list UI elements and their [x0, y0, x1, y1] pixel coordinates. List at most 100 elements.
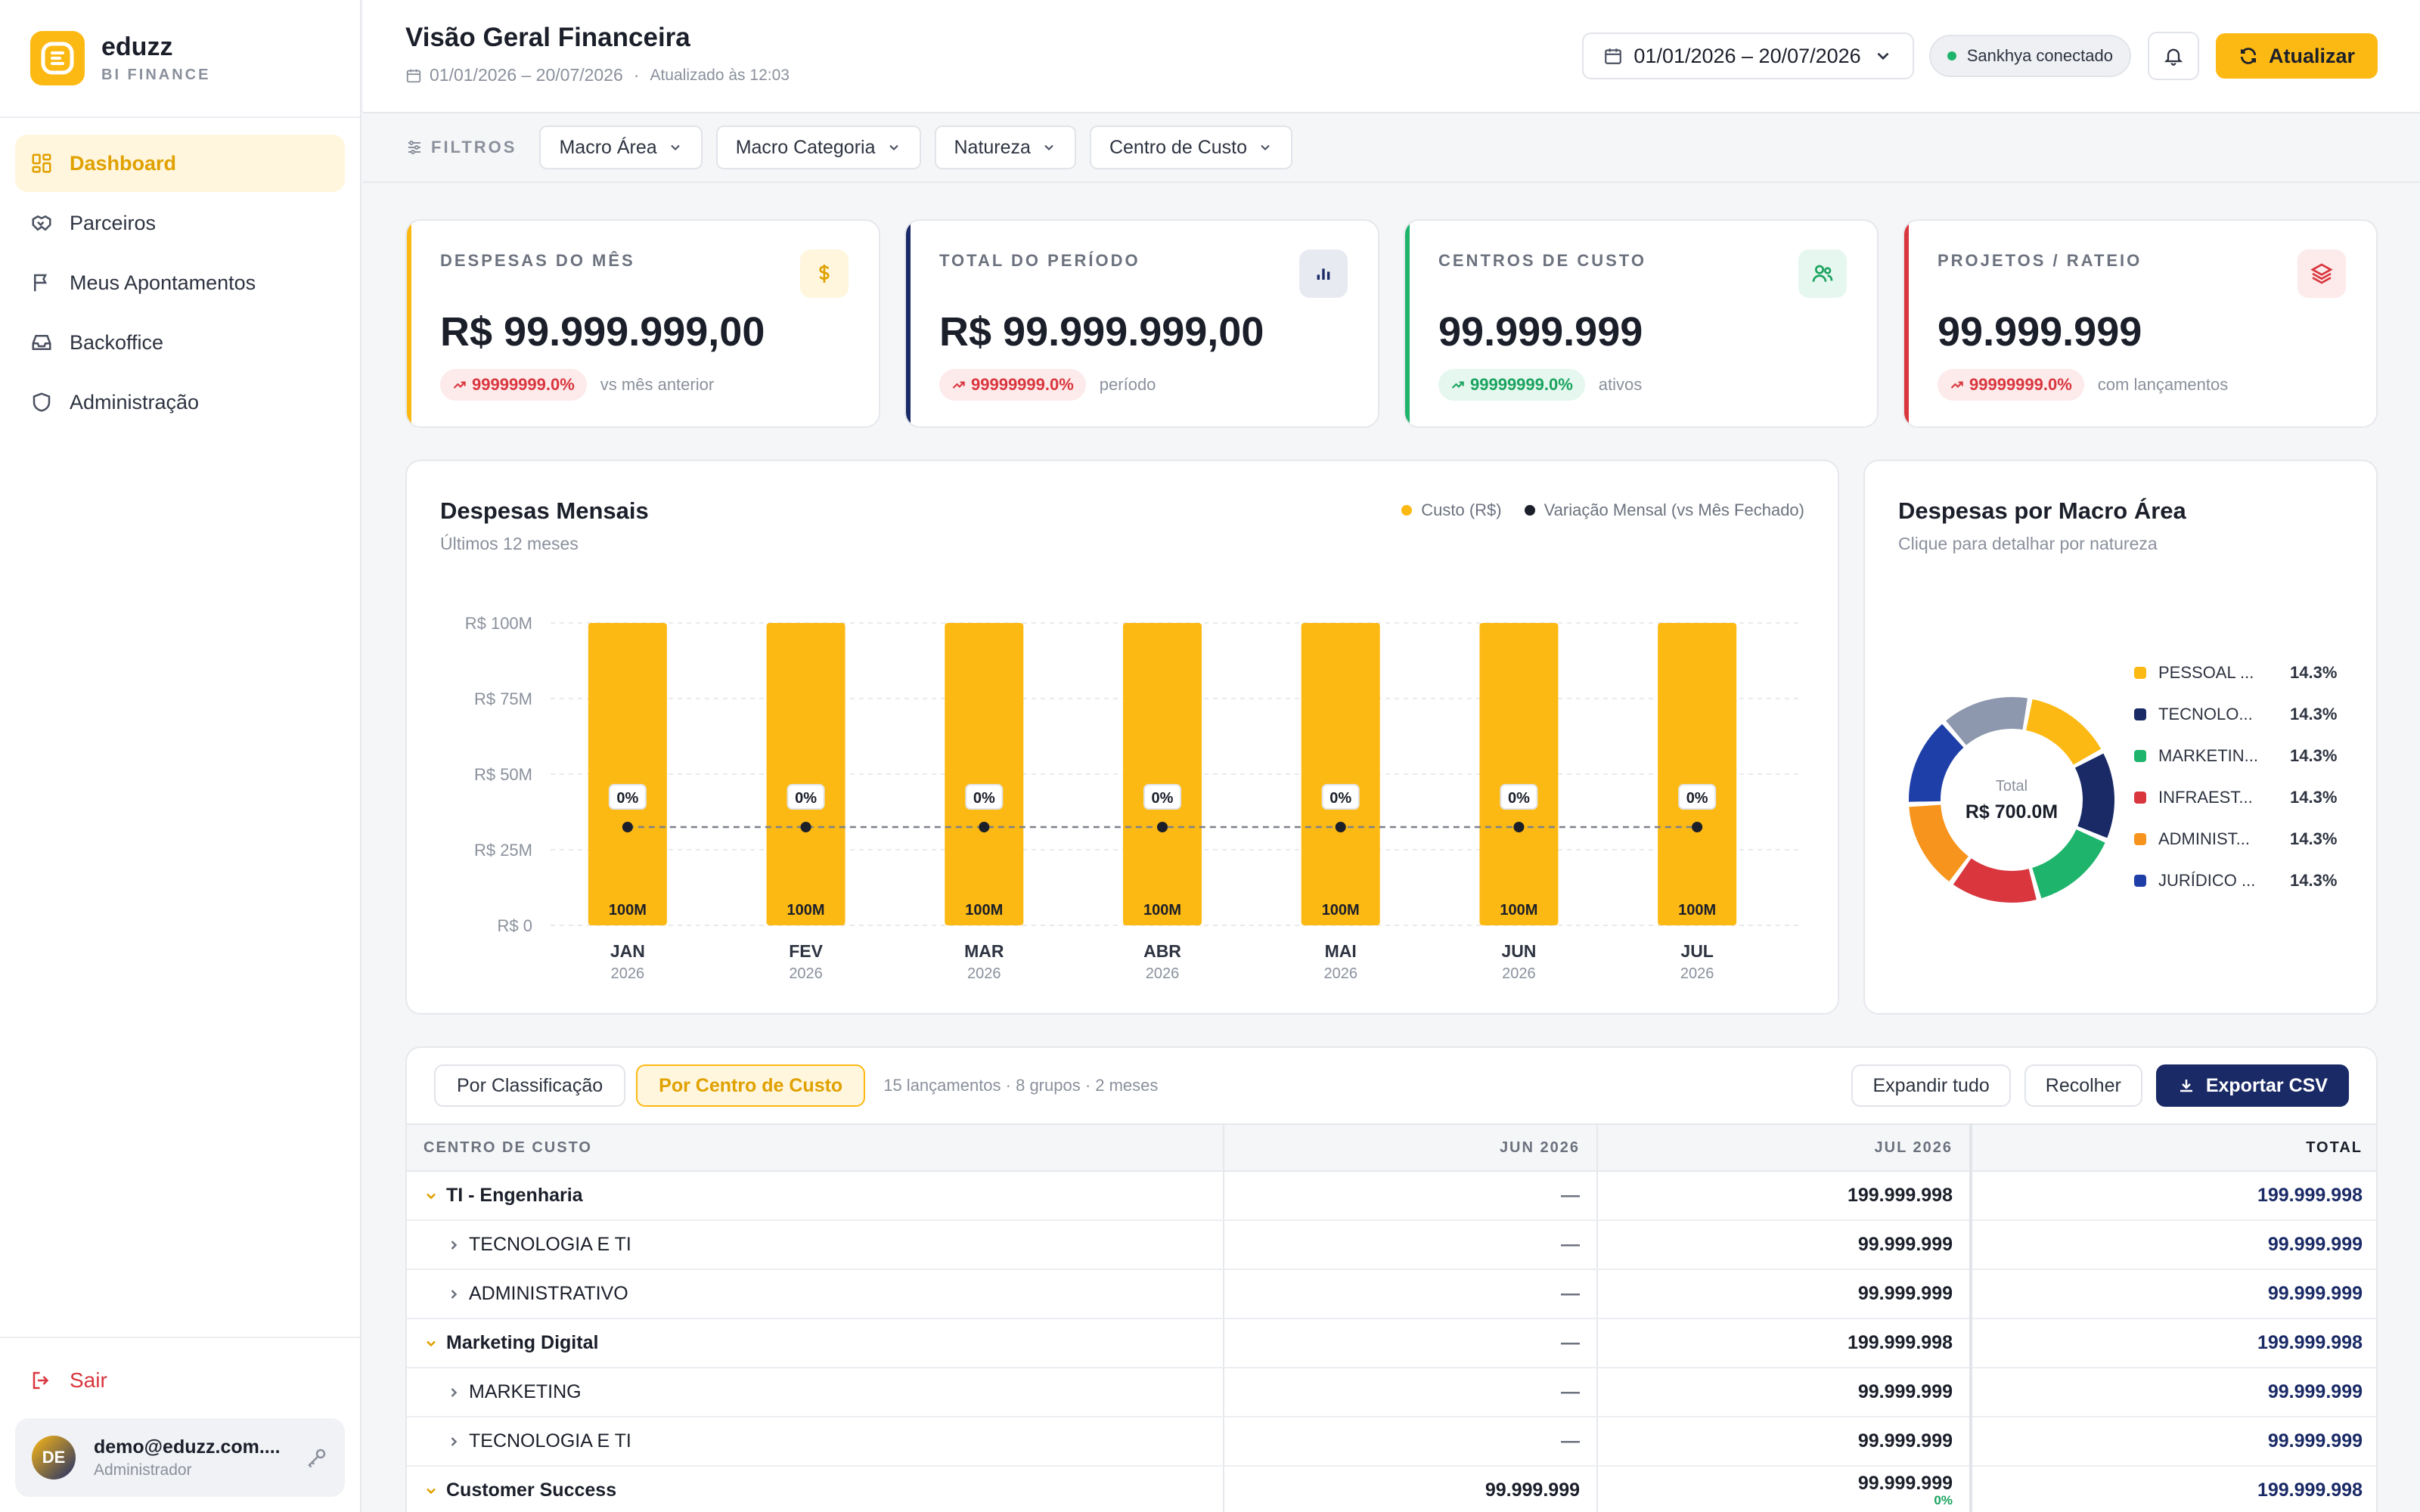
table-group-row[interactable]: Customer Success 99.999.999 99.999.999 0% 19… — [407, 1466, 2376, 1512]
cell-total: 99.999.999 — [1969, 1220, 2376, 1270]
notifications-button[interactable] — [2147, 32, 2199, 80]
x-tick-label: MAI — [1325, 941, 1357, 961]
main-nav: Dashboard Parceiros Meus Apontamentos Ba… — [0, 118, 360, 450]
x-tick-label: ABR — [1143, 941, 1181, 961]
nav-item-parceiros[interactable]: Parceiros — [15, 194, 345, 252]
chevron-down-icon[interactable] — [424, 1336, 439, 1351]
column-header[interactable]: TOTAL — [1969, 1123, 2376, 1172]
variation-label: 0% — [1500, 784, 1538, 810]
bar-abr[interactable] — [1123, 623, 1202, 925]
cost-table-card: Por Classificação Por Centro de Custo 15… — [405, 1046, 2378, 1512]
column-header[interactable]: CENTRO DE CUSTO — [407, 1123, 1224, 1172]
donut-legend-item[interactable]: PESSOAL ... 14.3% — [2134, 652, 2337, 693]
variation-point[interactable] — [800, 822, 811, 832]
legend-item-custo[interactable]: Custo (R$) — [1401, 500, 1502, 520]
x-tick-year: 2026 — [1502, 965, 1536, 982]
chevron-down-icon[interactable] — [424, 1188, 439, 1204]
donut-legend-item[interactable]: INFRAEST... 14.3% — [2134, 776, 2337, 818]
expand-all-button[interactable]: Expandir tudo — [1851, 1064, 2011, 1107]
variation-value: 0% — [1329, 790, 1351, 807]
variation-point[interactable] — [979, 822, 990, 832]
tab-por-centro-de-custo[interactable]: Por Centro de Custo — [636, 1064, 866, 1107]
key-icon[interactable] — [306, 1446, 328, 1469]
table-row[interactable]: TECNOLOGIA E TI — 99.999.999 99.999.999 — [407, 1220, 2376, 1270]
donut-legend-item[interactable]: JURÍDICO ... 14.3% — [2134, 860, 2337, 901]
x-tick-label: MAR — [964, 941, 1004, 961]
chevron-right-icon[interactable] — [446, 1238, 461, 1253]
column-header[interactable]: JUL 2026 — [1596, 1123, 1971, 1172]
donut-slice[interactable] — [2074, 753, 2114, 838]
cost-center-cell: Customer Success — [407, 1466, 1224, 1512]
table-group-row[interactable]: TI - Engenharia — 199.999.998 199.999.998 — [407, 1171, 2376, 1221]
legend-label: Custo (R$) — [1421, 500, 1502, 519]
nav-item-administracao[interactable]: Administração — [15, 373, 345, 431]
donut-legend-item[interactable]: TECNOLO... 14.3% — [2134, 693, 2337, 735]
chevron-right-icon[interactable] — [446, 1287, 461, 1302]
variation-point[interactable] — [1157, 822, 1168, 832]
bar-mar[interactable] — [945, 623, 1024, 925]
donut-legend-item[interactable]: MARKETIN... 14.3% — [2134, 735, 2337, 776]
variation-label: 0% — [608, 784, 647, 810]
user-card[interactable]: DE demo@eduzz.com.... Administrador — [15, 1418, 345, 1497]
table-row[interactable]: MARKETING — 99.999.999 99.999.999 — [407, 1368, 2376, 1418]
nav-item-dashboard[interactable]: Dashboard — [15, 135, 345, 192]
cell-total: 99.999.999 — [1969, 1368, 2376, 1418]
collapse-button[interactable]: Recolher — [2024, 1064, 2142, 1107]
filter-macro-categoria[interactable]: Macro Categoria — [715, 125, 921, 169]
cost-center-cell: TECNOLOGIA E TI — [407, 1417, 1224, 1467]
table-group-row[interactable]: Marketing Digital — 199.999.998 199.999.998 — [407, 1318, 2376, 1368]
column-header[interactable]: JUN 2026 — [1223, 1123, 1597, 1172]
brand-subtitle: BI FINANCE — [101, 67, 211, 83]
tab-por-classificacao[interactable]: Por Classificação — [434, 1064, 626, 1107]
logout-label: Sair — [70, 1368, 107, 1392]
donut-slice[interactable] — [1909, 804, 1969, 881]
chart-legend: Custo (R$) Variação Mensal (vs Mês Fecha… — [1379, 500, 1804, 520]
export-csv-button[interactable]: Exportar CSV — [2155, 1064, 2349, 1107]
donut-legend-item[interactable]: ADMINIST... 14.3% — [2134, 818, 2337, 860]
export-label: Exportar CSV — [2205, 1074, 2328, 1096]
table-row[interactable]: TECNOLOGIA E TI — 99.999.999 99.999.999 — [407, 1417, 2376, 1467]
bar-fev[interactable] — [766, 623, 845, 925]
donut-slice[interactable] — [2026, 699, 2102, 765]
bar-jan[interactable] — [588, 623, 667, 925]
legend-swatch — [2134, 874, 2146, 887]
filter-macro-area[interactable]: Macro Área — [539, 125, 703, 169]
table-row[interactable]: ADMINISTRATIVO — 99.999.999 99.999.999 — [407, 1269, 2376, 1319]
y-tick-label: R$ 25M — [474, 841, 532, 860]
legend-item-variacao[interactable]: Variação Mensal (vs Mês Fechado) — [1524, 500, 1804, 520]
logout-button[interactable]: Sair — [15, 1353, 345, 1408]
logout-icon — [33, 1371, 49, 1390]
variation-point[interactable] — [1335, 822, 1346, 832]
refresh-button[interactable]: Atualizar — [2215, 33, 2378, 79]
nav-item-meus-apontamentos[interactable]: Meus Apontamentos — [15, 254, 345, 311]
bar-jul[interactable] — [1658, 623, 1737, 925]
variation-point[interactable] — [622, 822, 633, 832]
nav-item-backoffice[interactable]: Backoffice — [15, 314, 345, 371]
chevron-down-icon[interactable] — [424, 1483, 439, 1498]
filter-centro-de-custo[interactable]: Centro de Custo — [1089, 125, 1292, 169]
bell-icon — [2164, 48, 2183, 66]
users-icon — [1798, 249, 1847, 298]
calendar-icon — [1605, 48, 1622, 64]
bar-mai[interactable] — [1301, 623, 1380, 925]
donut-slice[interactable] — [1909, 723, 1964, 802]
bar-jun[interactable] — [1479, 623, 1559, 925]
brand[interactable]: eduzz BI FINANCE — [0, 0, 360, 118]
donut-slice[interactable] — [2032, 829, 2105, 899]
chevron-right-icon[interactable] — [446, 1434, 461, 1449]
chevron-right-icon[interactable] — [446, 1385, 461, 1400]
date-range-picker[interactable]: 01/01/2026 – 20/07/2026 — [1582, 33, 1914, 79]
card-title: Despesas por Macro Área — [1898, 497, 2186, 524]
donut-slice[interactable] — [1946, 697, 2028, 745]
cell-jul: 99.999.999 0% — [1596, 1466, 1971, 1512]
variation-point[interactable] — [1513, 822, 1525, 832]
page-title: Visão Geral Financeira — [405, 23, 690, 52]
kpi-note: com lançamentos — [2097, 375, 2229, 394]
cell-jun: 99.999.999 — [1223, 1466, 1597, 1512]
top-header: Visão Geral Financeira 01/01/2026 – 20/0… — [363, 0, 2420, 113]
filter-natureza[interactable]: Natureza — [934, 125, 1076, 169]
variation-point[interactable] — [1692, 822, 1703, 832]
bar-value-label: 100M — [787, 902, 825, 919]
filter-chip-label: Natureza — [954, 136, 1031, 158]
donut-slice[interactable] — [1953, 858, 2037, 903]
